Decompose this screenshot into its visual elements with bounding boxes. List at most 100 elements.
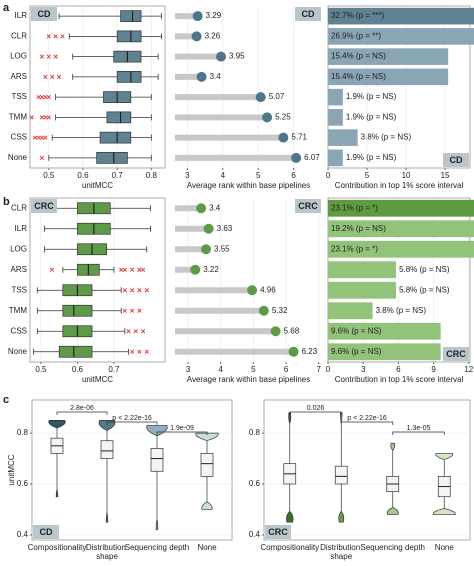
stem [175, 134, 284, 141]
x-tick-label: 3 [185, 171, 190, 180]
x-tick-label: 9 [431, 365, 436, 374]
dot [191, 31, 202, 42]
value-label: 9.6% (p = NS) [331, 347, 382, 356]
value-label: 6.07 [304, 153, 320, 162]
badge-bg [265, 525, 291, 539]
x-axis-label: Average rank within base pipelines [187, 375, 310, 384]
dot [278, 132, 289, 143]
x-tick-label: 0.6 [77, 171, 89, 180]
x-tick-label: 5 [251, 365, 256, 374]
value-label: 5.25 [275, 112, 291, 121]
outlier [137, 308, 142, 313]
comparison-label: 0.026 [307, 405, 325, 412]
plot-frame [327, 5, 471, 169]
y-tick-label: ARS [11, 265, 27, 274]
violin [48, 420, 66, 498]
y-axis-label: unitMCC [7, 454, 16, 485]
plot-frame [263, 399, 471, 541]
x-tick-label: None [435, 543, 455, 552]
x-tick-label: 5 [365, 171, 370, 180]
y-tick-label: 0.6 [17, 479, 29, 488]
stem [175, 225, 209, 232]
value-label: 3.8% (p = NS) [361, 133, 412, 142]
y-tick-label: ARS [11, 72, 27, 81]
badge-bg [31, 7, 57, 21]
box [99, 131, 132, 144]
outlier [39, 155, 45, 160]
outlier [133, 329, 138, 334]
stem [175, 307, 264, 314]
value-label: 1.9% (p = NS) [346, 92, 397, 101]
outlier [119, 267, 124, 272]
stem [175, 348, 294, 355]
box [106, 111, 132, 124]
bar [328, 28, 474, 45]
violin [338, 412, 345, 523]
bar [328, 7, 474, 25]
dot [203, 223, 214, 234]
box [116, 71, 142, 83]
outlier [130, 288, 135, 293]
box [62, 304, 93, 317]
stem [175, 328, 276, 335]
value-label: 4.96 [260, 285, 276, 294]
comparison-bracket [392, 431, 445, 435]
x-tick-label: Compositionality [28, 543, 87, 552]
y-tick-label: 0.8 [17, 428, 29, 437]
badge: CRC [268, 527, 288, 537]
bar [328, 129, 358, 146]
badge-bg [31, 199, 57, 213]
badge: CD [40, 527, 53, 537]
box [58, 345, 93, 358]
value-label: 3.8% (p = NS) [376, 306, 427, 315]
x-tick-label: 0 [326, 365, 331, 374]
value-label: 3.22 [203, 265, 219, 274]
comparison-bracket [56, 411, 108, 415]
outlier [29, 115, 34, 120]
x-tick-label: Distribution shape [320, 543, 362, 561]
outlier [130, 267, 135, 272]
badge-bg [33, 525, 59, 539]
box [96, 152, 128, 164]
outlier [130, 308, 135, 313]
stem [175, 94, 261, 101]
bar [328, 343, 441, 361]
outlier [50, 74, 55, 79]
bar [328, 281, 397, 299]
outlier [33, 135, 38, 140]
x-tick-label: 0.5 [43, 171, 55, 180]
violin [195, 432, 219, 510]
outlier [43, 115, 48, 120]
stem [175, 287, 253, 294]
bar [328, 261, 397, 279]
comparison-label: p < 2.22e-16 [347, 415, 387, 422]
outlier [140, 329, 146, 334]
y-tick-label: CLR [11, 31, 27, 40]
x-tick-label: 6 [284, 365, 289, 374]
value-label: 3.4 [210, 72, 222, 81]
dot [291, 152, 302, 163]
plot-frame [31, 399, 233, 541]
badge: CD [302, 9, 315, 19]
comparison-label: 1.9e-09 [170, 425, 194, 432]
bar [328, 240, 474, 258]
comparison-label: 2.8e-06 [70, 405, 94, 412]
comparison-bracket [156, 431, 208, 435]
value-label: 3.26 [205, 31, 221, 40]
value-label: 6.23 [302, 347, 318, 356]
outlier [137, 267, 142, 272]
outlier [36, 135, 41, 140]
y-tick-label: TMM [9, 306, 28, 315]
badge-bg [295, 7, 321, 21]
value-label: 5.71 [291, 133, 307, 142]
dot [216, 51, 227, 62]
badge: CRC [34, 201, 54, 211]
x-tick-label: 0.8 [146, 171, 158, 180]
outlier [43, 95, 48, 100]
bar [328, 109, 343, 126]
y-tick-label: TSS [11, 285, 27, 294]
bar [328, 149, 343, 167]
value-label: 3.95 [229, 52, 245, 61]
outlier [140, 267, 146, 272]
